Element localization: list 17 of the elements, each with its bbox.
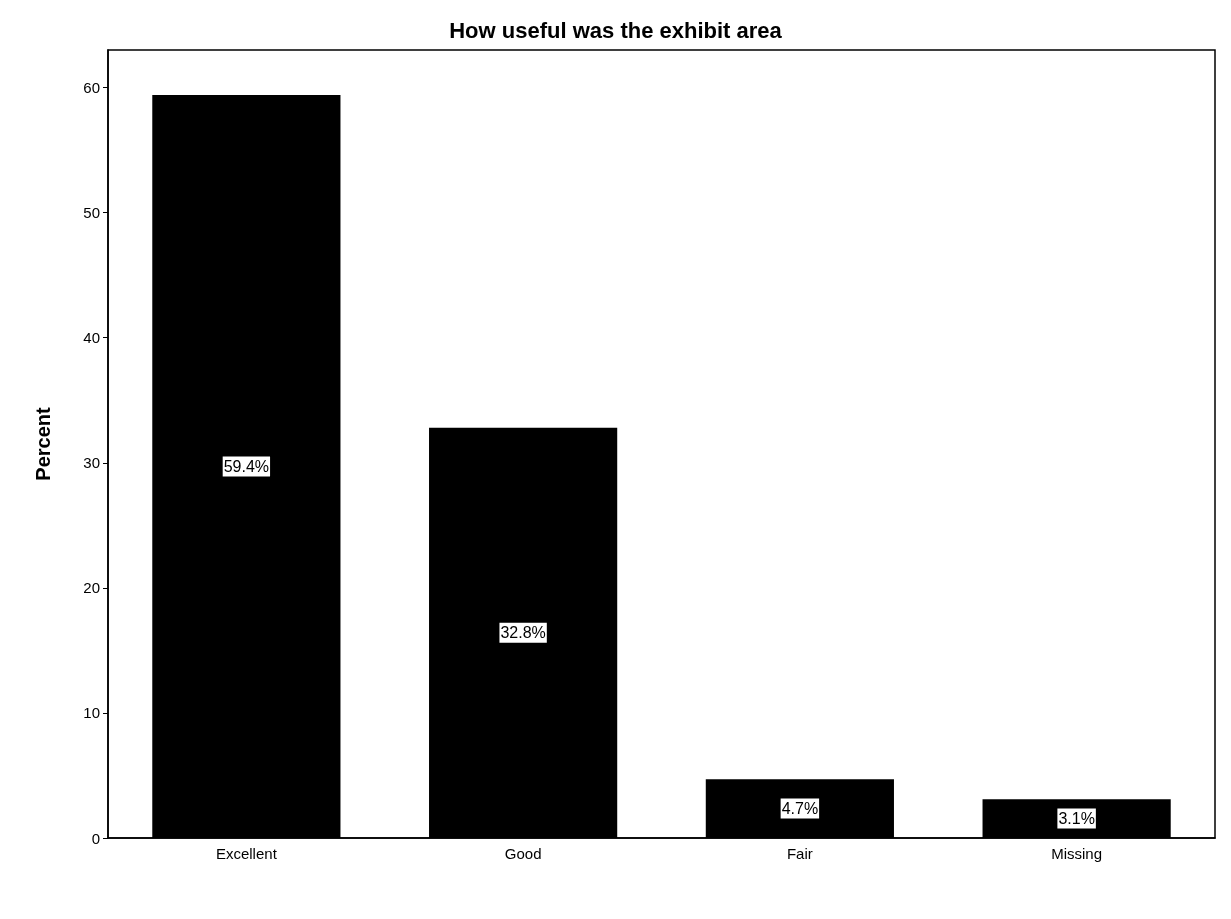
x-tick-label: Good bbox=[504, 845, 542, 862]
y-tick-label: 40 bbox=[83, 329, 100, 347]
y-axis-title: Percent bbox=[32, 406, 54, 481]
data-label: 32.8% bbox=[500, 624, 546, 642]
data-label: 4.7% bbox=[781, 800, 819, 818]
data-label: 59.4% bbox=[223, 458, 270, 476]
y-tick-label: 10 bbox=[83, 704, 100, 722]
y-tick-label: 30 bbox=[83, 454, 100, 472]
y-tick-label: 20 bbox=[83, 579, 100, 597]
data-label: 3.1% bbox=[1058, 810, 1095, 828]
y-tick-label: 50 bbox=[83, 204, 100, 222]
y-tick-label: 0 bbox=[91, 829, 100, 847]
x-tick-label: Fair bbox=[786, 845, 813, 862]
chart-title: How useful was the exhibit area bbox=[449, 17, 783, 43]
x-tick-label: Excellent bbox=[215, 845, 278, 862]
y-tick-label: 60 bbox=[83, 79, 100, 97]
x-tick-label: Missing bbox=[1051, 845, 1103, 862]
